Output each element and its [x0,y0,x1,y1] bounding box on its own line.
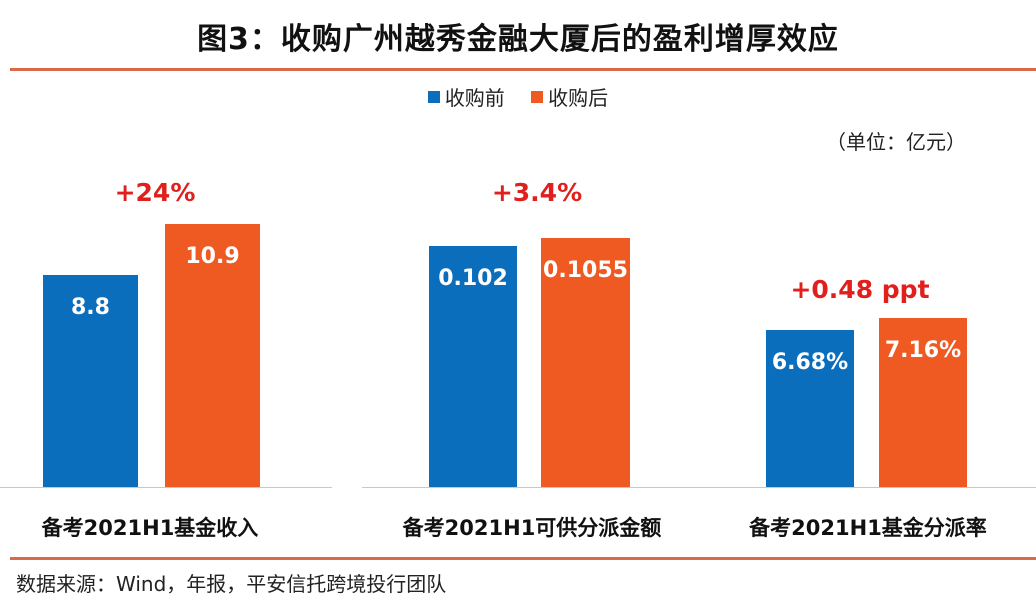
legend-swatch-blue-icon [427,90,440,103]
bar-value: 0.1055 [543,258,628,283]
chart-title: 图3：收购广州越秀金融大厦后的盈利增厚效应 [197,22,839,57]
x-axis [362,487,702,488]
source-note: 数据来源：Wind，年报，平安信托跨境投行团队 [16,572,447,596]
bar-value: 6.68% [771,350,849,375]
category-label: 备考2021H1可供分派金额 [402,516,662,540]
bar-before: 8.8 [43,275,138,487]
legend-swatch-orange-icon [531,90,544,103]
category-label: 备考2021H1基金分派率 [749,516,987,540]
unit-label: （单位：亿元） [826,130,966,154]
bar-value: 7.16% [884,338,962,363]
legend-label-before: 收购前 [444,86,505,110]
bar-after: 7.16% [879,318,967,487]
bar-value: 0.102 [438,266,508,291]
legend-label-after: 收购后 [548,86,609,110]
legend: 收购前 收购后 [0,82,1036,111]
panel-distribution-rate: +0.48 ppt 6.68% 7.16% 备考2021H1基金分派率 [700,160,1036,555]
bar-after: 0.1055 [541,238,630,487]
bar-value: 10.9 [185,244,240,269]
bar-after: 10.9 [165,224,260,487]
bottom-divider [10,557,1036,560]
delta-label: +3.4% [491,178,583,207]
delta-label: +0.48 ppt [790,275,930,304]
legend-item-after: 收购后 [531,82,608,111]
bar-before: 6.68% [766,330,854,487]
x-axis [700,487,1036,488]
panel-distributable-amount: +3.4% 0.102 0.1055 备考2021H1可供分派金额 [362,160,702,555]
category-label: 备考2021H1基金收入 [41,516,259,540]
delta-label: +24% [114,178,196,207]
top-divider [10,68,1036,71]
bar-before: 0.102 [429,246,517,487]
panel-fund-income: +24% 8.8 10.9 备考2021H1基金收入 [0,160,340,555]
x-axis [0,487,332,488]
bar-value: 8.8 [71,295,110,320]
legend-item-before: 收购前 [427,82,505,111]
